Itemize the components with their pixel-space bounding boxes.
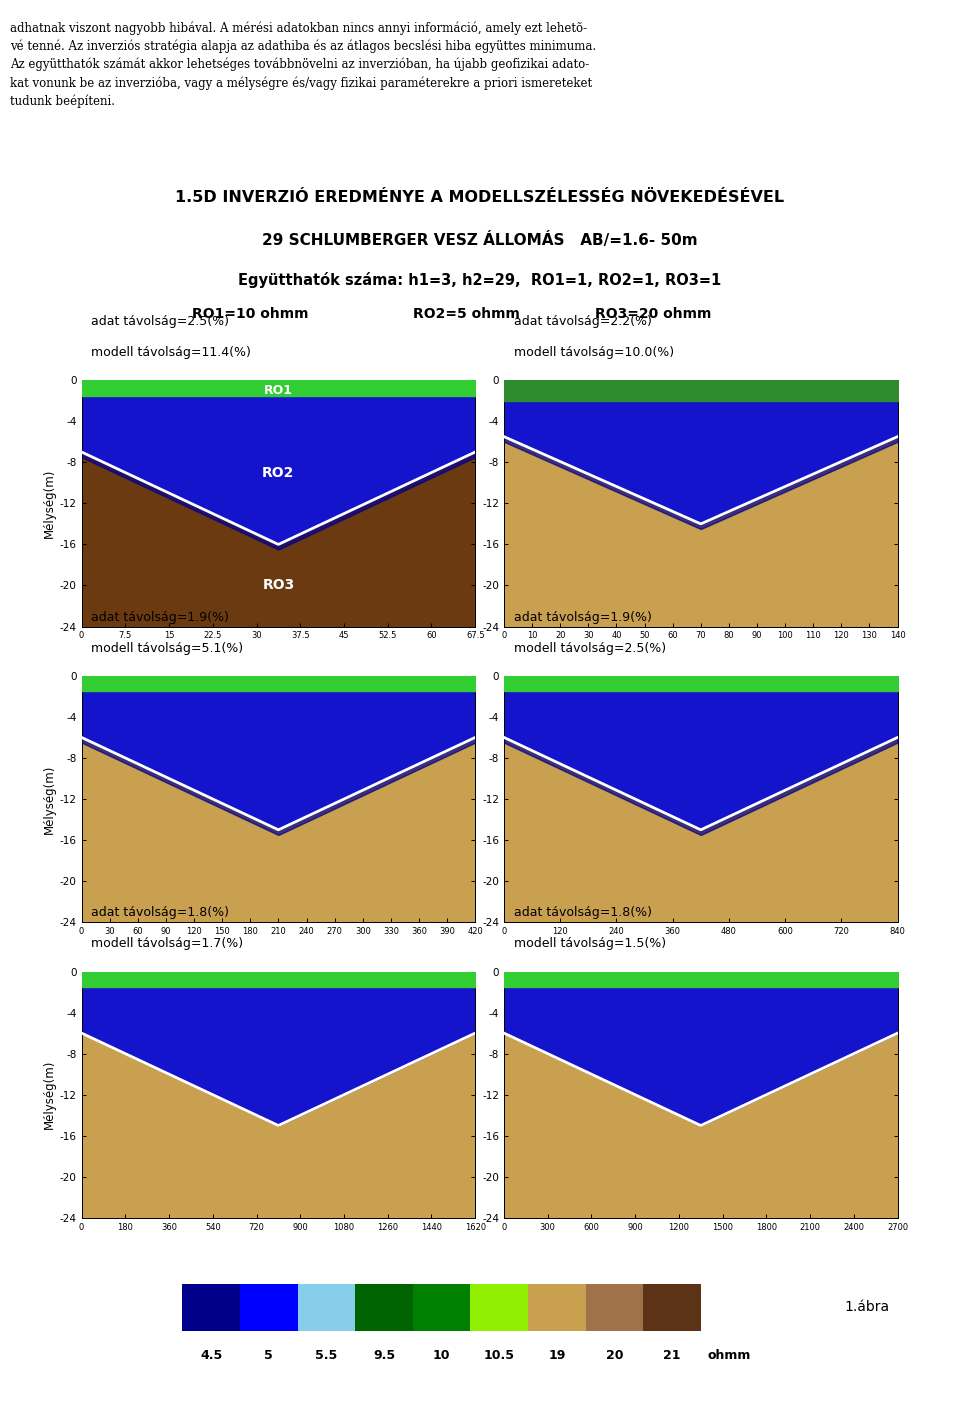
Text: modell távolság=1.7(%): modell távolság=1.7(%) — [91, 938, 243, 950]
Text: modell távolság=11.4(%): modell távolság=11.4(%) — [91, 346, 252, 359]
Text: RO1=10 ohmm: RO1=10 ohmm — [192, 307, 308, 321]
Text: adat távolság=1.8(%): adat távolság=1.8(%) — [91, 907, 229, 919]
Text: RO2: RO2 — [262, 466, 295, 480]
Text: 21: 21 — [663, 1349, 681, 1362]
Text: adat távolság=1.8(%): adat távolság=1.8(%) — [514, 907, 652, 919]
Bar — [298, 1284, 355, 1331]
Text: ohmm: ohmm — [708, 1349, 752, 1362]
Text: 4.5: 4.5 — [200, 1349, 223, 1362]
Text: modell távolság=2.5(%): modell távolság=2.5(%) — [514, 642, 665, 655]
Bar — [240, 1284, 298, 1331]
Bar — [413, 1284, 470, 1331]
Text: modell távolság=10.0(%): modell távolság=10.0(%) — [514, 346, 674, 359]
Text: Együtthatók száma: h1=3, h2=29,  RO1=1, RO2=1, RO3=1: Együtthatók száma: h1=3, h2=29, RO1=1, R… — [238, 272, 722, 287]
Text: adat távolság=2.5(%): adat távolság=2.5(%) — [91, 315, 229, 328]
Text: 29 SCHLUMBERGER VESZ ÁLLOMÁS   AB/=1.6- 50m: 29 SCHLUMBERGER VESZ ÁLLOMÁS AB/=1.6- 50… — [262, 232, 698, 248]
Y-axis label: Mélység(m): Mélység(m) — [42, 765, 56, 834]
Text: 5: 5 — [264, 1349, 274, 1362]
Bar — [643, 1284, 701, 1331]
Text: 1.ábra: 1.ábra — [845, 1301, 890, 1314]
Text: adat távolság=1.9(%): adat távolság=1.9(%) — [91, 611, 229, 624]
Text: 20: 20 — [606, 1349, 623, 1362]
Y-axis label: Mélység(m): Mélység(m) — [42, 1060, 56, 1129]
Text: RO2=5 ohmm: RO2=5 ohmm — [413, 307, 519, 321]
Text: 10.5: 10.5 — [484, 1349, 515, 1362]
Text: 1.5D INVERZIÓ EREDMÉNYE A MODELLSZÉLESSÉG NÖVEKEDÉSÉVEL: 1.5D INVERZIÓ EREDMÉNYE A MODELLSZÉLESSÉ… — [176, 190, 784, 206]
Text: 19: 19 — [548, 1349, 565, 1362]
Text: modell távolság=1.5(%): modell távolság=1.5(%) — [514, 938, 665, 950]
Text: RO3: RO3 — [262, 579, 295, 593]
Text: modell távolság=5.1(%): modell távolság=5.1(%) — [91, 642, 243, 655]
Text: adhatnak viszont nagyobb hibával. A mérési adatokban nincs annyi információ, ame: adhatnak viszont nagyobb hibával. A méré… — [10, 21, 587, 35]
Text: RO1: RO1 — [264, 384, 293, 397]
Text: kat vonunk be az inverzióba, vagy a mélységre és/vagy fizikai paraméterekre a pr: kat vonunk be az inverzióba, vagy a mély… — [10, 76, 591, 90]
Text: 5.5: 5.5 — [315, 1349, 338, 1362]
Bar — [528, 1284, 586, 1331]
Text: RO3=20 ohmm: RO3=20 ohmm — [595, 307, 711, 321]
Y-axis label: Mélység(m): Mélység(m) — [42, 469, 56, 538]
Text: 9.5: 9.5 — [372, 1349, 396, 1362]
Text: tudunk beépíteni.: tudunk beépíteni. — [10, 94, 114, 108]
Bar — [355, 1284, 413, 1331]
Text: Az együtthatók számát akkor lehetséges továbbnövelni az inverzióban, ha újabb ge: Az együtthatók számát akkor lehetséges t… — [10, 58, 588, 72]
Bar — [586, 1284, 643, 1331]
Text: adat távolság=1.9(%): adat távolság=1.9(%) — [514, 611, 652, 624]
Text: 10: 10 — [433, 1349, 450, 1362]
Bar — [182, 1284, 240, 1331]
Bar — [470, 1284, 528, 1331]
Text: adat távolság=2.2(%): adat távolság=2.2(%) — [514, 315, 652, 328]
Text: vé tenné. Az inverziós stratégia alapja az adathiba és az átlagos becslési hiba : vé tenné. Az inverziós stratégia alapja … — [10, 39, 596, 54]
